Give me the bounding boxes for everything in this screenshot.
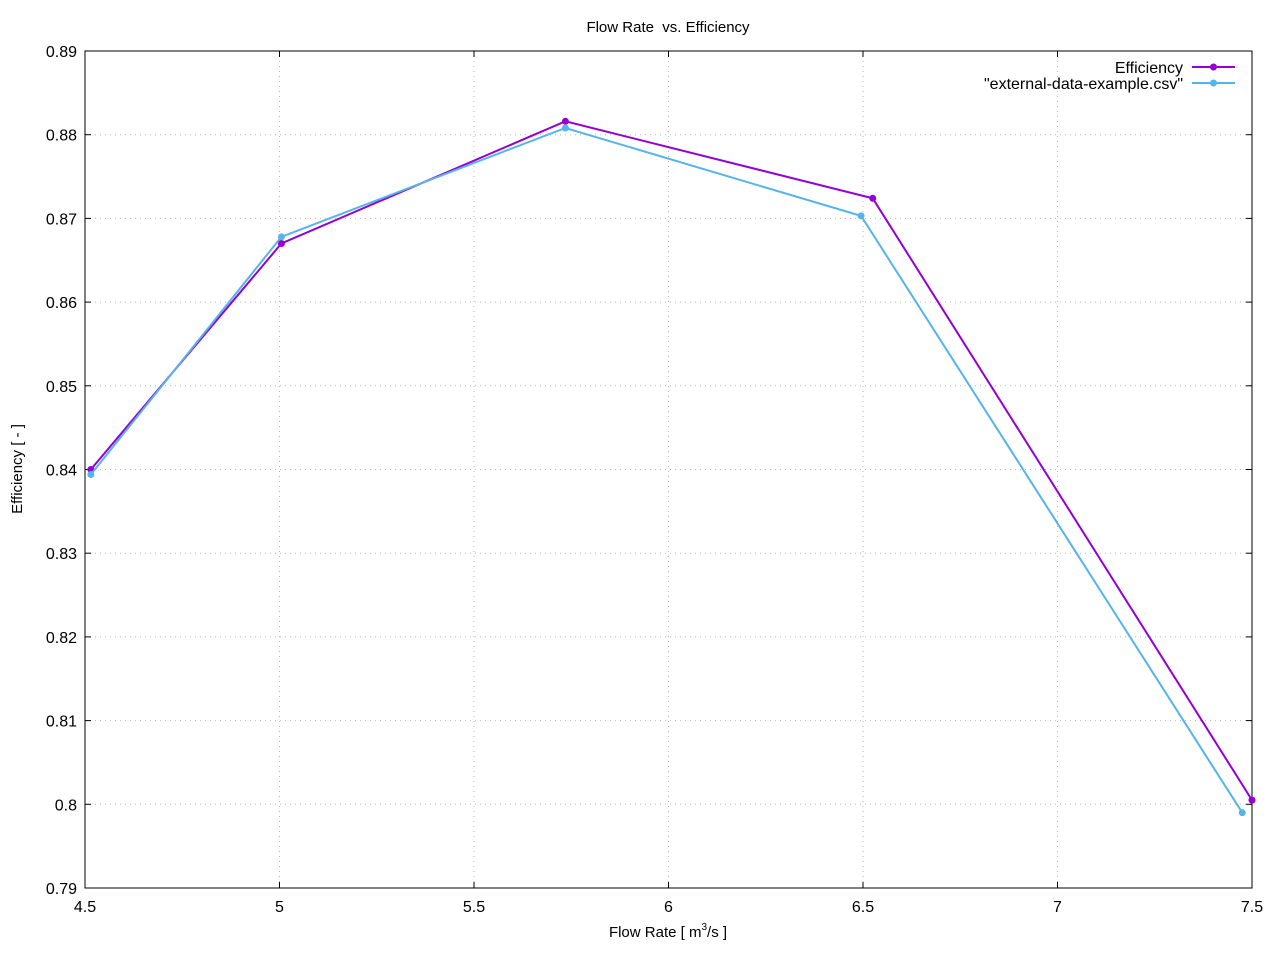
- data-point: [869, 194, 877, 202]
- legend-label: Efficiency: [1115, 60, 1183, 77]
- x-axis-title: Flow Rate [ m3/s ]: [609, 922, 727, 941]
- x-axis-title-main: Flow Rate [ m: [609, 924, 702, 941]
- chart-title: Flow Rate vs. Efficiency: [586, 19, 750, 36]
- x-axis-title-end: /s ]: [707, 924, 727, 941]
- y-tick-label: 0.79: [46, 881, 77, 898]
- data-point: [277, 240, 285, 248]
- y-axis-title: Efficiency [ - ]: [9, 424, 26, 514]
- y-tick-label: 0.85: [46, 379, 77, 396]
- y-tick-label: 0.88: [46, 128, 77, 145]
- x-axis-title-sup: 3: [701, 922, 707, 933]
- data-point: [277, 233, 285, 241]
- data-point: [1248, 796, 1256, 804]
- x-tick-label: 5: [275, 899, 284, 916]
- y-tick-label: 0.83: [46, 546, 77, 563]
- data-point: [1238, 809, 1246, 817]
- x-tick-label: 7.5: [1241, 899, 1263, 916]
- y-tick-label: 0.8: [55, 797, 77, 814]
- series-line: [90, 120, 1253, 801]
- series-2: [87, 124, 1246, 817]
- data-point: [561, 117, 569, 125]
- legend: Efficiency"external-data-example.csv": [984, 60, 1235, 93]
- x-tick-label: 5.5: [463, 899, 485, 916]
- ticks: 4.5 5 5.5 6 6.5 7 7.5 0.79 0.8 0.81 0.82 0.83 0.84 0.…: [46, 44, 1263, 916]
- y-tick-label: 0.89: [46, 44, 77, 61]
- series-line: [90, 126, 1244, 814]
- legend-label: "external-data-example.csv": [984, 76, 1183, 93]
- data-point: [87, 471, 95, 479]
- legend-entry: Efficiency: [1115, 60, 1235, 77]
- legend-marker: [1210, 63, 1217, 71]
- y-tick-label: 0.86: [46, 295, 77, 312]
- grid: [85, 51, 1252, 888]
- y-tick-label: 0.84: [46, 463, 77, 480]
- series-1: [87, 117, 1256, 804]
- x-tick-label: 6: [664, 899, 673, 916]
- data-point: [561, 124, 569, 132]
- x-tick-label: 7: [1053, 899, 1062, 916]
- y-tick-label: 0.81: [46, 714, 77, 731]
- y-tick-label: 0.82: [46, 630, 77, 647]
- y-tick-label: 0.87: [46, 211, 77, 228]
- x-tick-label: 4.5: [74, 899, 96, 916]
- series-layer: [87, 117, 1256, 817]
- x-tick-label: 6.5: [852, 899, 874, 916]
- legend-marker: [1210, 79, 1217, 87]
- data-point: [857, 212, 865, 220]
- legend-entry: "external-data-example.csv": [984, 76, 1235, 93]
